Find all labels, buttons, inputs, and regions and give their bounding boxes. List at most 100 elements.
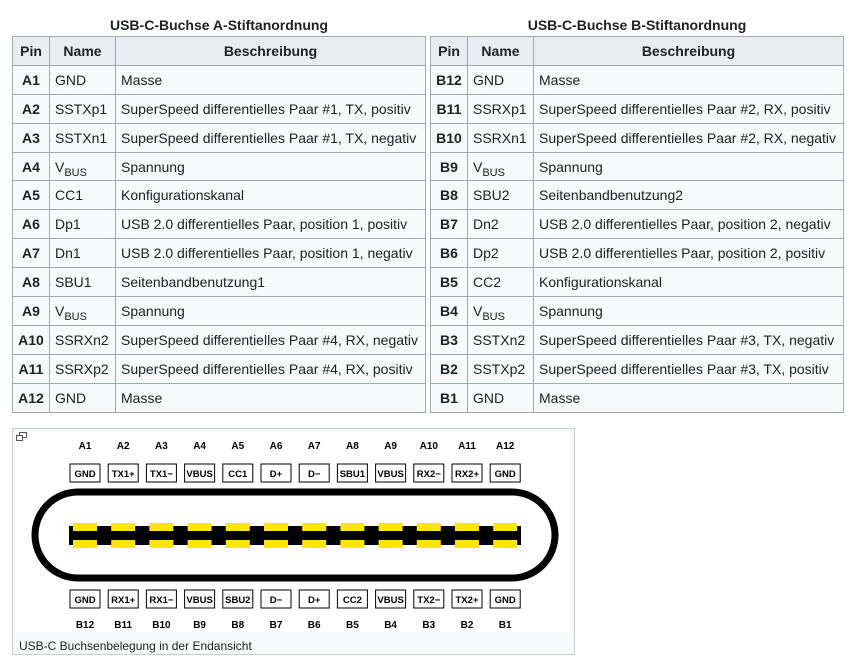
pin-cell: B8 [430, 180, 468, 211]
signal-subscript: BUS [64, 166, 87, 179]
description-cell: SuperSpeed differentielles Paar #2, RX, … [533, 93, 844, 124]
top-label-box [184, 463, 216, 483]
bottom-label-box [298, 589, 330, 609]
top-label-box [489, 463, 521, 483]
table-row: A8 SBU1 Seitenbandbenutzung1 [12, 267, 426, 298]
bottom-pin-number: B9 [193, 620, 206, 631]
name-cell: GND [49, 64, 116, 95]
top-label-box [413, 463, 445, 483]
top-contact [111, 523, 136, 531]
name-cell: GND [467, 64, 534, 95]
bottom-contact [493, 540, 518, 548]
table-row: B11 SSRXp1 SuperSpeed differentielles Paar… [430, 93, 844, 124]
pinout-table-a: Pin Name Beschreibung A1 GND Masse A2 SSTXp1… [12, 36, 426, 413]
name-cell: VBUS [49, 296, 116, 326]
top-pin-number: A10 [420, 441, 439, 452]
signal-name: CC2 [473, 274, 502, 291]
contact-tongue [69, 526, 521, 545]
top-pin-number: A1 [79, 441, 92, 452]
table-header-row: Pin Name Beschreibung [430, 36, 844, 66]
bottom-pin-number: B10 [152, 620, 171, 631]
bottom-label-box [489, 589, 521, 609]
enlarge-icon[interactable] [16, 432, 27, 441]
bottom-label-box [336, 589, 368, 609]
bottom-contact [340, 540, 365, 548]
table-row: A1 GND Masse [12, 64, 426, 95]
description-cell: SuperSpeed differentielles Paar #4, RX, … [115, 353, 426, 384]
name-cell: GND [49, 382, 116, 413]
top-pin-number: A9 [384, 441, 397, 452]
pin-cell: B12 [430, 64, 468, 95]
bottom-label-box [375, 589, 407, 609]
table-row: B6 Dp2 USB 2.0 differentielles Paar, posit… [430, 238, 844, 269]
pin-cell: A1 [12, 64, 50, 95]
top-label-box [451, 463, 483, 483]
pin-cell: A3 [12, 122, 50, 153]
description-cell: Masse [115, 382, 426, 413]
figure-caption: USB-C Buchsenbelegung in der Endansicht [19, 639, 252, 653]
signal-name: SSTXp1 [55, 100, 108, 117]
table-row: A10 SSRXn2 SuperSpeed differentielles Paar… [12, 324, 426, 355]
top-signal-label: D− [308, 469, 321, 480]
pin-cell: A2 [12, 93, 50, 124]
bottom-label-box [260, 589, 292, 609]
description-cell: Spannung [115, 151, 426, 182]
top-contact [73, 523, 97, 531]
signal-name: GND [55, 71, 87, 88]
bottom-contact [187, 540, 212, 548]
description-cell: SuperSpeed differentielles Paar #1, TX, … [115, 122, 426, 153]
description-cell: Masse [533, 382, 844, 413]
top-pin-number: A3 [155, 441, 168, 452]
table-row: A2 SSTXp1 SuperSpeed differentielles Paar … [12, 93, 426, 124]
pin-cell: A9 [12, 296, 50, 326]
top-label-box [336, 463, 368, 483]
signal-name: V [473, 302, 483, 319]
bottom-pin-number: B5 [346, 620, 359, 631]
signal-name: Dn2 [473, 216, 499, 233]
description-cell: Konfigurationskanal [533, 267, 844, 298]
bottom-contact [225, 540, 250, 548]
top-pin-number: A8 [346, 441, 359, 452]
signal-name: CC1 [55, 187, 84, 204]
top-signal-label: CC1 [228, 469, 248, 480]
bottom-signal-label: RX1− [149, 595, 173, 606]
pinout-table-a-wrapper: USB-C-Buchse A-Stiftanordnung Pin Name B… [12, 14, 426, 413]
pin-cell: B1 [430, 382, 468, 413]
bottom-contact [302, 540, 327, 548]
name-cell: CC2 [467, 267, 534, 298]
bottom-pin-number: B12 [76, 620, 95, 631]
top-pin-number: A2 [117, 441, 130, 452]
pin-cell: B9 [430, 151, 468, 182]
top-signal-label: RX2+ [455, 469, 479, 480]
top-contact [264, 523, 288, 531]
top-contact [302, 523, 327, 531]
description-cell: SuperSpeed differentielles Paar #4, RX, … [115, 324, 426, 355]
top-contact [416, 523, 441, 531]
description-cell: SuperSpeed differentielles Paar #3, TX, … [533, 353, 844, 384]
bottom-pin-number: B1 [499, 620, 512, 631]
pin-cell: A10 [12, 324, 50, 355]
table-row: A9 VBUS Spannung [12, 296, 426, 326]
bottom-signal-label: GND [495, 595, 516, 606]
pinout-table-b: Pin Name Beschreibung B12 GND Masse B11 SSRX… [430, 36, 844, 413]
header-pin: Pin [12, 36, 50, 66]
table-row: B7 Dn2 USB 2.0 differentielles Paar, posit… [430, 209, 844, 240]
description-cell: Seitenbandbenutzung2 [533, 180, 844, 211]
pin-cell: A6 [12, 209, 50, 240]
table-row: B4 VBUS Spannung [430, 296, 844, 326]
top-label-box [222, 463, 254, 483]
usb-c-connector-diagram[interactable]: A1 GND GND B12 A2 TX1+ RX1+ B11 A3 TX1− RX1− B10 A4 V… [16, 432, 571, 632]
pin-cell: B11 [430, 93, 468, 124]
pin-cell: B4 [430, 296, 468, 326]
top-contact [378, 523, 403, 531]
description-cell: SuperSpeed differentielles Paar #1, TX, … [115, 93, 426, 124]
pin-cell: A12 [12, 382, 50, 413]
pin-cell: A8 [12, 267, 50, 298]
top-signal-label: D+ [270, 469, 283, 480]
signal-name: GND [473, 389, 505, 406]
top-pin-number: A12 [496, 441, 515, 452]
pin-cell: A7 [12, 238, 50, 269]
top-contact [187, 523, 212, 531]
name-cell: SBU2 [467, 180, 534, 211]
top-signal-label: SBU1 [340, 469, 366, 480]
